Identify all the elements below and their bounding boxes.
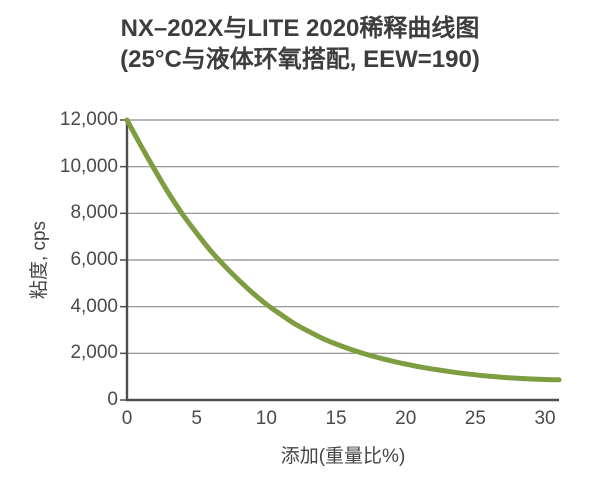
y-tick-label: 12,000 xyxy=(59,109,118,130)
x-axis-label: 添加(重量比%) xyxy=(280,446,406,467)
y-tick-label: 8,000 xyxy=(70,202,118,224)
chart-title: NX–202X与LITE 2020稀释曲线图 xyxy=(120,15,480,42)
y-tick-label: 6,000 xyxy=(70,249,118,270)
x-tick-label: 20 xyxy=(395,408,417,429)
y-tick-label: 10,000 xyxy=(59,155,118,177)
y-tick-label: 2,000 xyxy=(70,342,118,364)
x-tick-label: 30 xyxy=(534,408,556,429)
y-tick-label: 4,000 xyxy=(70,295,118,317)
x-tick-label: 5 xyxy=(191,408,202,429)
dilution-curve xyxy=(124,117,562,383)
x-tick-label: 0 xyxy=(121,408,133,429)
y-tick-label: 0 xyxy=(107,389,118,410)
y-axis-label: 粘度, cps xyxy=(29,220,50,300)
chart-subtitle: (25°C与液体环氧搭配, EEW=190) xyxy=(120,46,480,73)
chart-title-block: NX–202X与LITE 2020稀释曲线图 (25°C与液体环氧搭配, EEW… xyxy=(0,13,600,75)
x-tick-label: 25 xyxy=(464,408,486,429)
x-tick-label: 15 xyxy=(325,408,347,429)
x-tick-label: 10 xyxy=(255,408,277,429)
